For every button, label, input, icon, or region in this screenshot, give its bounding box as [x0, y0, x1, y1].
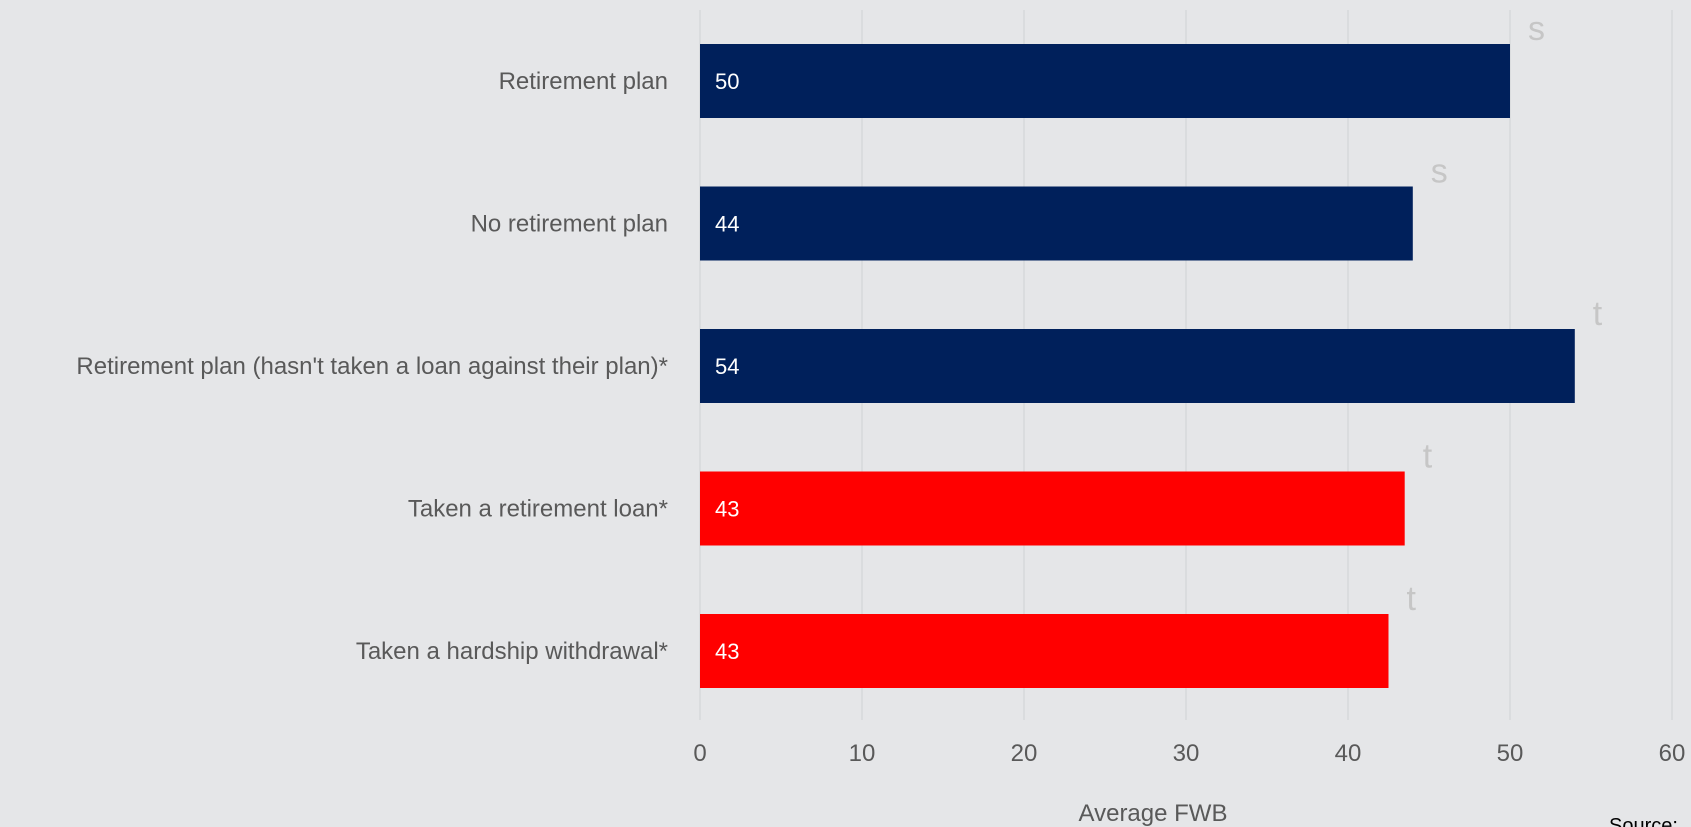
category-label: Taken a hardship withdrawal* [356, 638, 668, 665]
bar-value-label: 54 [715, 354, 739, 379]
x-axis-title: Average FWB [1079, 800, 1228, 827]
category-label: Retirement plan [499, 68, 668, 95]
significance-annotation: s [1431, 153, 1448, 191]
category-labels: Retirement plan No retirement plan Retirem… [76, 68, 668, 665]
x-tick-label: 20 [1011, 740, 1038, 767]
significance-annotation: t [1407, 580, 1417, 618]
x-tick-label: 0 [693, 740, 706, 767]
significance-annotation: s [1528, 10, 1545, 48]
bar [700, 44, 1510, 118]
bar-value-label: 43 [715, 497, 739, 522]
x-tick-label: 30 [1173, 740, 1200, 767]
bar-value-label: 44 [715, 212, 739, 237]
bar [700, 614, 1389, 688]
x-axis-ticks: 0 10 20 30 40 50 60 [693, 740, 1685, 767]
category-label: Retirement plan (hasn't taken a loan aga… [76, 353, 668, 380]
x-tick-label: 50 [1497, 740, 1524, 767]
bar [700, 471, 1405, 546]
bar [700, 186, 1413, 261]
significance-annotation: t [1423, 438, 1433, 476]
category-label: No retirement plan [471, 211, 668, 238]
bar-value-label: 43 [715, 639, 739, 664]
x-tick-label: 60 [1659, 740, 1686, 767]
bar [700, 329, 1575, 403]
bar-value-label: 50 [715, 69, 739, 94]
x-tick-label: 10 [849, 740, 876, 767]
bars: 50 s 44 s 54 t 43 t 43 t [700, 10, 1603, 688]
significance-annotation: t [1593, 295, 1603, 333]
source-label: Source: [1609, 815, 1678, 827]
category-label: Taken a retirement loan* [408, 496, 668, 523]
x-tick-label: 40 [1335, 740, 1362, 767]
